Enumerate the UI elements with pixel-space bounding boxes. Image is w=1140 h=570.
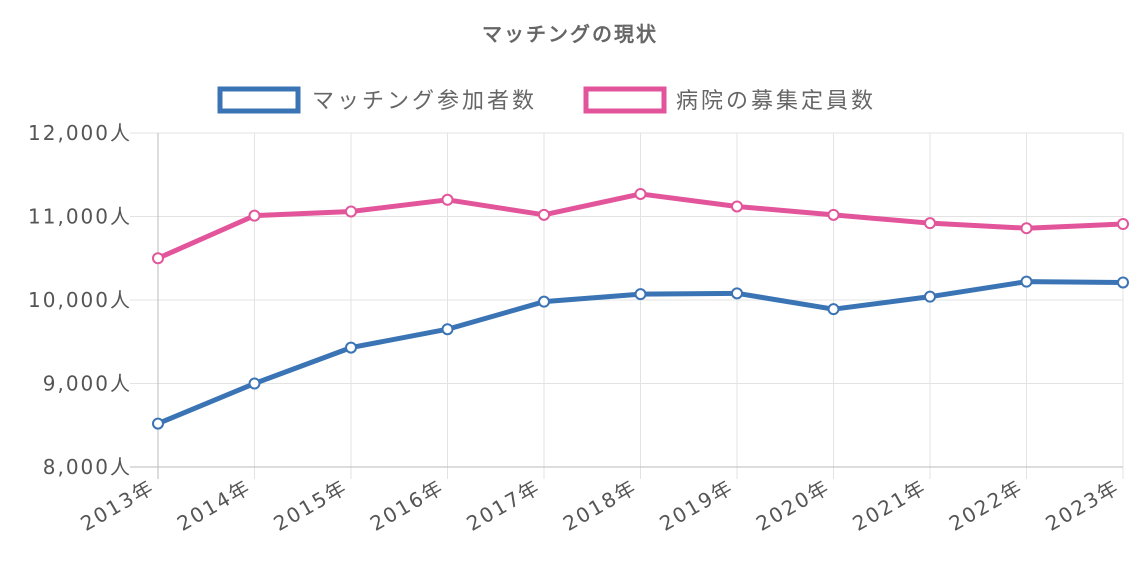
data-point[interactable] xyxy=(538,295,550,308)
grid xyxy=(130,132,1124,479)
data-point[interactable] xyxy=(1117,276,1129,289)
data-point[interactable] xyxy=(441,323,454,336)
y-tick-label: 12,000人 xyxy=(28,121,132,145)
data-point[interactable] xyxy=(538,208,550,221)
data-point[interactable] xyxy=(731,287,743,300)
data-point[interactable] xyxy=(345,341,357,354)
series-layer xyxy=(152,187,1129,430)
y-tick-label: 8,000人 xyxy=(43,455,132,479)
x-tick-label: 2017年 xyxy=(462,475,544,536)
data-point[interactable] xyxy=(345,205,357,218)
data-point[interactable] xyxy=(634,187,647,200)
data-point[interactable] xyxy=(924,290,936,303)
series-1 xyxy=(152,187,1129,265)
data-point[interactable] xyxy=(634,288,647,301)
series-0 xyxy=(152,275,1129,430)
x-tick-label: 2019年 xyxy=(655,475,737,536)
data-point[interactable] xyxy=(1020,222,1033,235)
data-point[interactable] xyxy=(248,377,261,390)
x-tick-label: 2015年 xyxy=(269,475,351,536)
axes xyxy=(157,133,1123,468)
data-point[interactable] xyxy=(827,208,840,221)
data-point[interactable] xyxy=(827,303,840,316)
legend: マッチング参加者数 病院の募集定員数 xyxy=(217,86,876,114)
x-tick-label: 2021年 xyxy=(848,475,930,536)
data-point[interactable] xyxy=(731,200,743,213)
data-point[interactable] xyxy=(152,252,164,265)
chart-title: マッチングの現状 xyxy=(482,22,658,46)
data-point[interactable] xyxy=(1117,218,1129,231)
y-tick-label: 11,000人 xyxy=(28,205,132,229)
y-tick-label: 10,000人 xyxy=(28,288,132,312)
y-tick-labels: 8,000人 9,000人 10,000人 11,000人 12,000人 xyxy=(28,121,132,479)
data-point[interactable] xyxy=(152,417,164,430)
data-point[interactable] xyxy=(1020,275,1033,288)
y-tick-label: 9,000人 xyxy=(43,372,132,396)
x-tick-label: 2013年 xyxy=(76,475,158,536)
legend-swatch-participants xyxy=(217,86,301,114)
legend-label-capacity: 病院の募集定員数 xyxy=(676,89,876,114)
x-tick-label: 2016年 xyxy=(366,475,448,536)
data-point[interactable] xyxy=(441,193,454,206)
data-point[interactable] xyxy=(248,209,261,222)
x-tick-labels: 2013年 2014年 2015年 2016年 2017年 2018年 2019年 2020年… xyxy=(76,475,1123,536)
data-point[interactable] xyxy=(924,217,936,230)
x-tick-label: 2014年 xyxy=(173,475,255,536)
x-tick-label: 2023年 xyxy=(1041,475,1123,536)
legend-item-participants[interactable]: マッチング参加者数 xyxy=(217,86,537,114)
x-tick-label: 2022年 xyxy=(945,475,1027,536)
legend-label-participants: マッチング参加者数 xyxy=(312,89,537,114)
x-tick-label: 2018年 xyxy=(559,475,641,536)
legend-swatch-capacity xyxy=(583,86,667,114)
x-tick-label: 2020年 xyxy=(752,475,834,536)
legend-item-capacity[interactable]: 病院の募集定員数 xyxy=(583,86,876,114)
